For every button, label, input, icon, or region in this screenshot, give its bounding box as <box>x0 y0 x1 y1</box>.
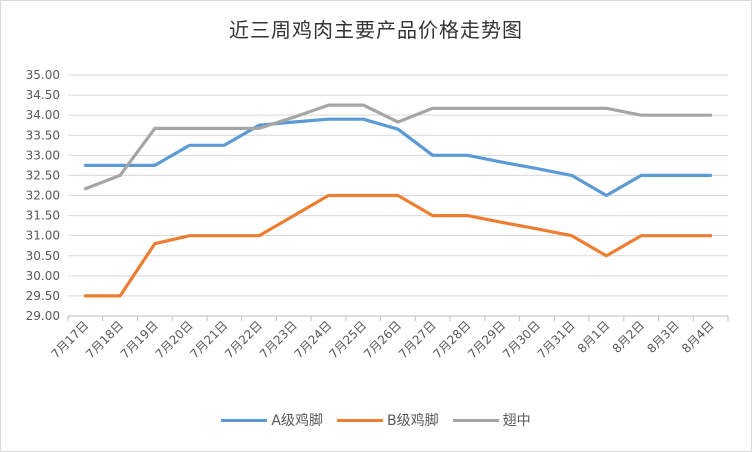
x-axis <box>67 315 729 321</box>
x-tick-label: 7月26日 <box>361 318 404 361</box>
x-tick-label: 7月30日 <box>500 318 543 361</box>
x-tick-label: 7月18日 <box>83 318 126 361</box>
x-tick-label: 8月3日 <box>644 318 682 356</box>
x-tick-label: 8月1日 <box>575 318 613 356</box>
y-tick-label: 29.50 <box>26 289 60 303</box>
y-axis-ticks: 29.00 29.50 30.00 30.50 31.00 31.50 32.00 32.50… <box>26 68 60 323</box>
legend-swatch <box>336 418 383 422</box>
x-axis-ticks: 7月17日7月18日7月19日7月20日7月21日7月22日7月23日7月24日… <box>48 318 716 361</box>
y-tick-label: 35.00 <box>26 68 60 82</box>
chart-title: 近三周鸡肉主要产品价格走势图 <box>229 18 523 42</box>
legend-label: 翅中 <box>502 413 531 429</box>
x-tick-label: 7月23日 <box>257 318 300 361</box>
x-tick-label: 7月19日 <box>118 318 161 361</box>
x-tick-label: 8月2日 <box>610 318 648 356</box>
y-tick-label: 32.50 <box>26 168 60 182</box>
x-tick-label: 7月31日 <box>535 318 578 361</box>
x-tick-label: 7月21日 <box>187 318 230 361</box>
x-tick-label: 7月29日 <box>465 318 508 361</box>
legend-item: B级鸡脚 <box>336 410 439 430</box>
y-tick-label: 32.00 <box>26 189 60 203</box>
y-tick-label: 33.00 <box>26 148 60 162</box>
legend-item: A级鸡脚 <box>221 410 323 430</box>
legend-swatch <box>221 418 268 422</box>
x-tick-label: 7月28日 <box>431 318 474 361</box>
y-tick-label: 29.00 <box>26 309 60 323</box>
y-tick-label: 31.50 <box>26 209 60 223</box>
legend-item: 翅中 <box>452 410 531 430</box>
y-tick-label: 30.50 <box>26 249 60 263</box>
x-tick-label: 7月25日 <box>326 318 369 361</box>
x-tick-label: 7月24日 <box>292 318 335 361</box>
x-tick-label: 7月20日 <box>153 318 196 361</box>
x-tick-label: 7月17日 <box>48 318 91 361</box>
series-line <box>83 193 713 298</box>
y-tick-label: 34.00 <box>26 108 60 122</box>
y-tick-label: 31.00 <box>26 229 60 243</box>
legend-label: A级鸡脚 <box>271 413 323 429</box>
x-tick-label: 8月4日 <box>679 318 717 356</box>
x-tick-label: 7月27日 <box>396 318 439 361</box>
y-tick-label: 30.00 <box>26 269 60 283</box>
series-lines <box>83 103 713 298</box>
y-tick-label: 33.50 <box>26 128 60 142</box>
legend: A级鸡脚 B级鸡脚 翅中 <box>0 410 752 430</box>
series-line <box>83 117 713 198</box>
legend-label: B级鸡脚 <box>386 413 439 429</box>
series-line <box>83 103 713 191</box>
legend-swatch <box>452 418 499 422</box>
y-tick-label: 34.50 <box>26 88 60 102</box>
x-tick-label: 7月22日 <box>222 318 265 361</box>
